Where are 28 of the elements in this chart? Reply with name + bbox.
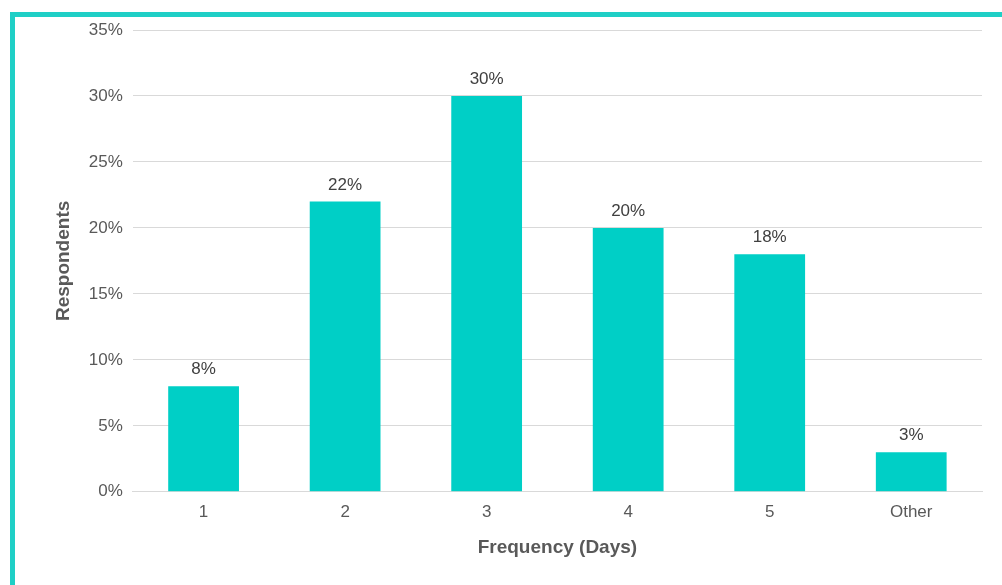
- bar: [734, 254, 806, 492]
- y-tick-label: 10%: [88, 349, 123, 369]
- data-label: 30%: [469, 69, 504, 89]
- bar: [309, 201, 381, 492]
- data-label: 18%: [752, 227, 787, 247]
- x-tick-label: 3: [481, 501, 492, 521]
- bar: [875, 452, 947, 492]
- x-axis-title: Frequency (Days): [477, 535, 638, 557]
- x-tick-label: 1: [198, 501, 209, 521]
- bar: [592, 227, 664, 492]
- y-tick-label: 5%: [98, 415, 123, 435]
- data-label: 8%: [191, 359, 216, 379]
- x-tick-label: 5: [764, 501, 775, 521]
- data-label: 22%: [328, 174, 363, 194]
- bar: [451, 95, 523, 492]
- x-tick-label: Other: [889, 501, 933, 521]
- y-tick-label: 35%: [88, 19, 123, 39]
- x-tick-label: 2: [340, 501, 350, 521]
- y-axis-title: Respondents: [51, 200, 73, 322]
- y-tick-label: 0%: [98, 481, 123, 501]
- data-label: 20%: [611, 201, 646, 221]
- y-tick-label: 25%: [88, 151, 123, 171]
- y-tick-label: 20%: [88, 217, 123, 237]
- data-label: 3%: [898, 425, 924, 445]
- x-tick-label: 4: [623, 501, 633, 521]
- y-tick-label: 30%: [88, 85, 123, 105]
- bar: [168, 386, 239, 492]
- y-tick-label: 15%: [88, 283, 123, 303]
